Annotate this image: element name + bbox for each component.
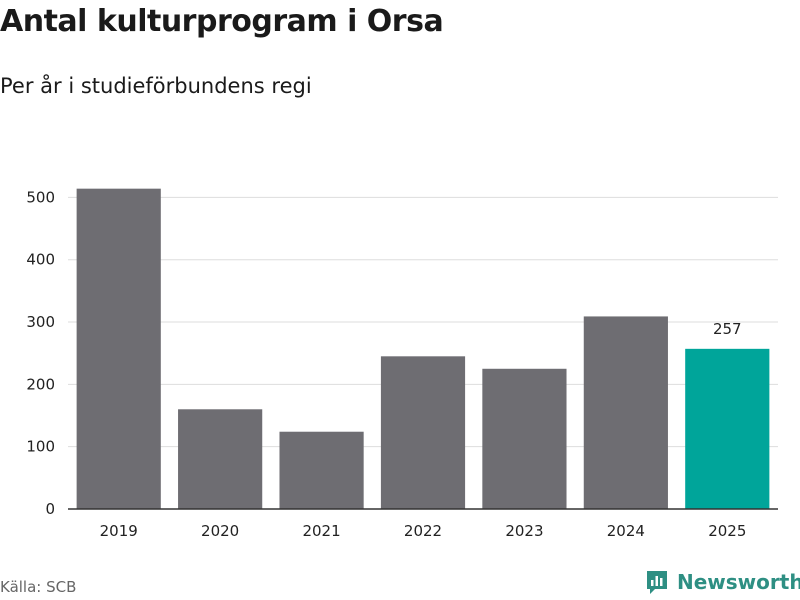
x-tick-label: 2022: [404, 522, 442, 540]
data-label: 257: [713, 320, 742, 338]
bar-2024[interactable]: [583, 316, 668, 509]
y-tick-label: 200: [26, 375, 55, 393]
newsworthy-logo-icon: [647, 571, 667, 594]
y-tick-label: 100: [26, 438, 55, 456]
chart-subtitle: Per år i studieförbundens regi: [0, 74, 312, 98]
x-tick-label: 2020: [201, 522, 239, 540]
x-tick-label: 2019: [100, 522, 138, 540]
brand-name: Newsworthy: [677, 570, 800, 594]
x-tick-label: 2024: [607, 522, 645, 540]
bar-2023[interactable]: [482, 368, 567, 509]
y-tick-label: 500: [26, 188, 55, 206]
chart-title: Antal kulturprogram i Orsa: [0, 4, 444, 39]
x-tick-label: 2021: [302, 522, 340, 540]
brand-logo[interactable]: Newsworthy: [645, 569, 800, 595]
y-tick-label: 300: [26, 313, 55, 331]
y-tick-label: 0: [45, 500, 55, 518]
bar-2025[interactable]: [685, 348, 770, 509]
y-tick-label: 400: [26, 251, 55, 269]
x-tick-label: 2023: [505, 522, 543, 540]
source-note: Källa: SCB: [0, 578, 77, 596]
bar-2021[interactable]: [279, 431, 364, 509]
bar-2022[interactable]: [380, 356, 466, 509]
bar-2019[interactable]: [76, 188, 161, 510]
bar-2020[interactable]: [178, 409, 263, 509]
x-tick-label: 2025: [708, 522, 746, 540]
